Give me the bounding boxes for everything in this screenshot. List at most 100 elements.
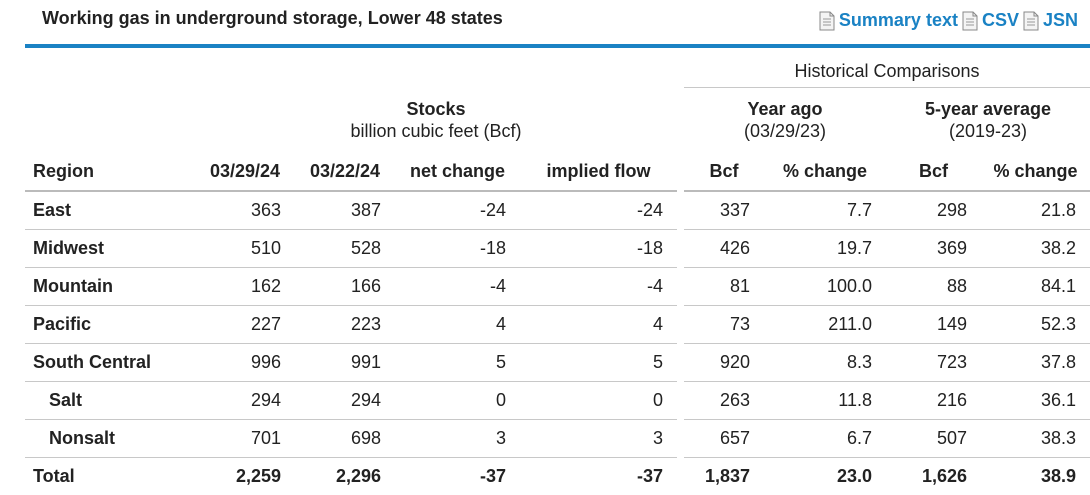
value-cell: 657 — [684, 420, 764, 458]
stocks-subtitle: billion cubic feet (Bcf) — [350, 121, 521, 141]
value-cell: 38.2 — [981, 230, 1090, 268]
download-links: Summary text CSV JSN — [819, 10, 1078, 31]
summary-text-link[interactable]: Summary text — [819, 10, 958, 31]
value-cell: 3 — [520, 420, 677, 458]
region-cell: Mountain — [25, 268, 195, 306]
column-header: Region — [25, 152, 195, 191]
value-cell: 701 — [195, 420, 295, 458]
value-cell: 528 — [295, 230, 395, 268]
value-cell: 263 — [684, 382, 764, 420]
value-cell: 38.3 — [981, 420, 1090, 458]
value-cell: -18 — [520, 230, 677, 268]
value-cell: 4 — [520, 306, 677, 344]
value-cell: -24 — [520, 191, 677, 230]
value-cell: 723 — [886, 344, 981, 382]
value-cell: 0 — [395, 382, 520, 420]
value-cell: 4 — [395, 306, 520, 344]
value-cell: 507 — [886, 420, 981, 458]
value-cell: 19.7 — [764, 230, 886, 268]
value-cell: 0 — [520, 382, 677, 420]
value-cell: 162 — [195, 268, 295, 306]
value-cell: 387 — [295, 191, 395, 230]
value-cell: 38.9 — [981, 458, 1090, 495]
value-cell: 7.7 — [764, 191, 886, 230]
value-cell: 211.0 — [764, 306, 886, 344]
value-cell: 23.0 — [764, 458, 886, 495]
value-cell: 2,296 — [295, 458, 395, 495]
column-header: implied flow — [520, 152, 677, 191]
value-cell: 88 — [886, 268, 981, 306]
value-cell: 991 — [295, 344, 395, 382]
value-cell: 920 — [684, 344, 764, 382]
document-icon — [819, 11, 835, 31]
value-cell: 996 — [195, 344, 295, 382]
year-ago-subtitle: (03/29/23) — [744, 121, 826, 141]
page-title: Working gas in underground storage, Lowe… — [42, 8, 503, 29]
value-cell: -4 — [520, 268, 677, 306]
column-header: Bcf — [684, 152, 764, 191]
value-cell: 100.0 — [764, 268, 886, 306]
value-cell: 363 — [195, 191, 295, 230]
document-icon — [1023, 11, 1039, 31]
value-cell: 5 — [520, 344, 677, 382]
value-cell: -24 — [395, 191, 520, 230]
value-cell: 3 — [395, 420, 520, 458]
value-cell: 227 — [195, 306, 295, 344]
value-cell: 294 — [295, 382, 395, 420]
region-cell: Pacific — [25, 306, 195, 344]
value-cell: -37 — [520, 458, 677, 495]
value-cell: 6.7 — [764, 420, 886, 458]
storage-table: Historical Comparisons Stocks billion cu… — [25, 55, 1090, 495]
value-cell: 426 — [684, 230, 764, 268]
value-cell: 1,837 — [684, 458, 764, 495]
value-cell: 5 — [395, 344, 520, 382]
document-icon — [962, 11, 978, 31]
stocks-group-header: Stocks billion cubic feet (Bcf) — [195, 88, 677, 153]
column-header: 03/22/24 — [295, 152, 395, 191]
csv-link[interactable]: CSV — [962, 10, 1019, 31]
value-cell: 37.8 — [981, 344, 1090, 382]
five-year-group-header: 5-year average (2019-23) — [886, 88, 1090, 153]
historical-comparisons-title: Historical Comparisons — [684, 55, 1090, 88]
value-cell: -37 — [395, 458, 520, 495]
value-cell: 223 — [295, 306, 395, 344]
five-year-title: 5-year average — [925, 99, 1051, 119]
value-cell: 11.8 — [764, 382, 886, 420]
value-cell: 81 — [684, 268, 764, 306]
json-link[interactable]: JSN — [1023, 10, 1078, 31]
column-header: net change — [395, 152, 520, 191]
value-cell: 698 — [295, 420, 395, 458]
value-cell: -4 — [395, 268, 520, 306]
column-header-row: Region 03/29/24 03/22/24 net change impl… — [25, 152, 1090, 191]
value-cell: 36.1 — [981, 382, 1090, 420]
stocks-title: Stocks — [406, 99, 465, 119]
region-cell: South Central — [25, 344, 195, 382]
value-cell: 1,626 — [886, 458, 981, 495]
column-header: % change — [764, 152, 886, 191]
region-cell: Salt — [25, 382, 195, 420]
value-cell: 8.3 — [764, 344, 886, 382]
year-ago-title: Year ago — [747, 99, 822, 119]
header-rule — [25, 44, 1090, 48]
value-cell: 216 — [886, 382, 981, 420]
column-header: Bcf — [886, 152, 981, 191]
column-header: % change — [981, 152, 1090, 191]
value-cell: 2,259 — [195, 458, 295, 495]
value-cell: 337 — [684, 191, 764, 230]
value-cell: 52.3 — [981, 306, 1090, 344]
value-cell: -18 — [395, 230, 520, 268]
value-cell: 298 — [886, 191, 981, 230]
region-cell: Total — [25, 458, 195, 495]
region-cell: East — [25, 191, 195, 230]
year-ago-group-header: Year ago (03/29/23) — [684, 88, 886, 153]
value-cell: 166 — [295, 268, 395, 306]
json-label[interactable]: JSN — [1043, 10, 1078, 31]
summary-text-label[interactable]: Summary text — [839, 10, 958, 31]
csv-label[interactable]: CSV — [982, 10, 1019, 31]
